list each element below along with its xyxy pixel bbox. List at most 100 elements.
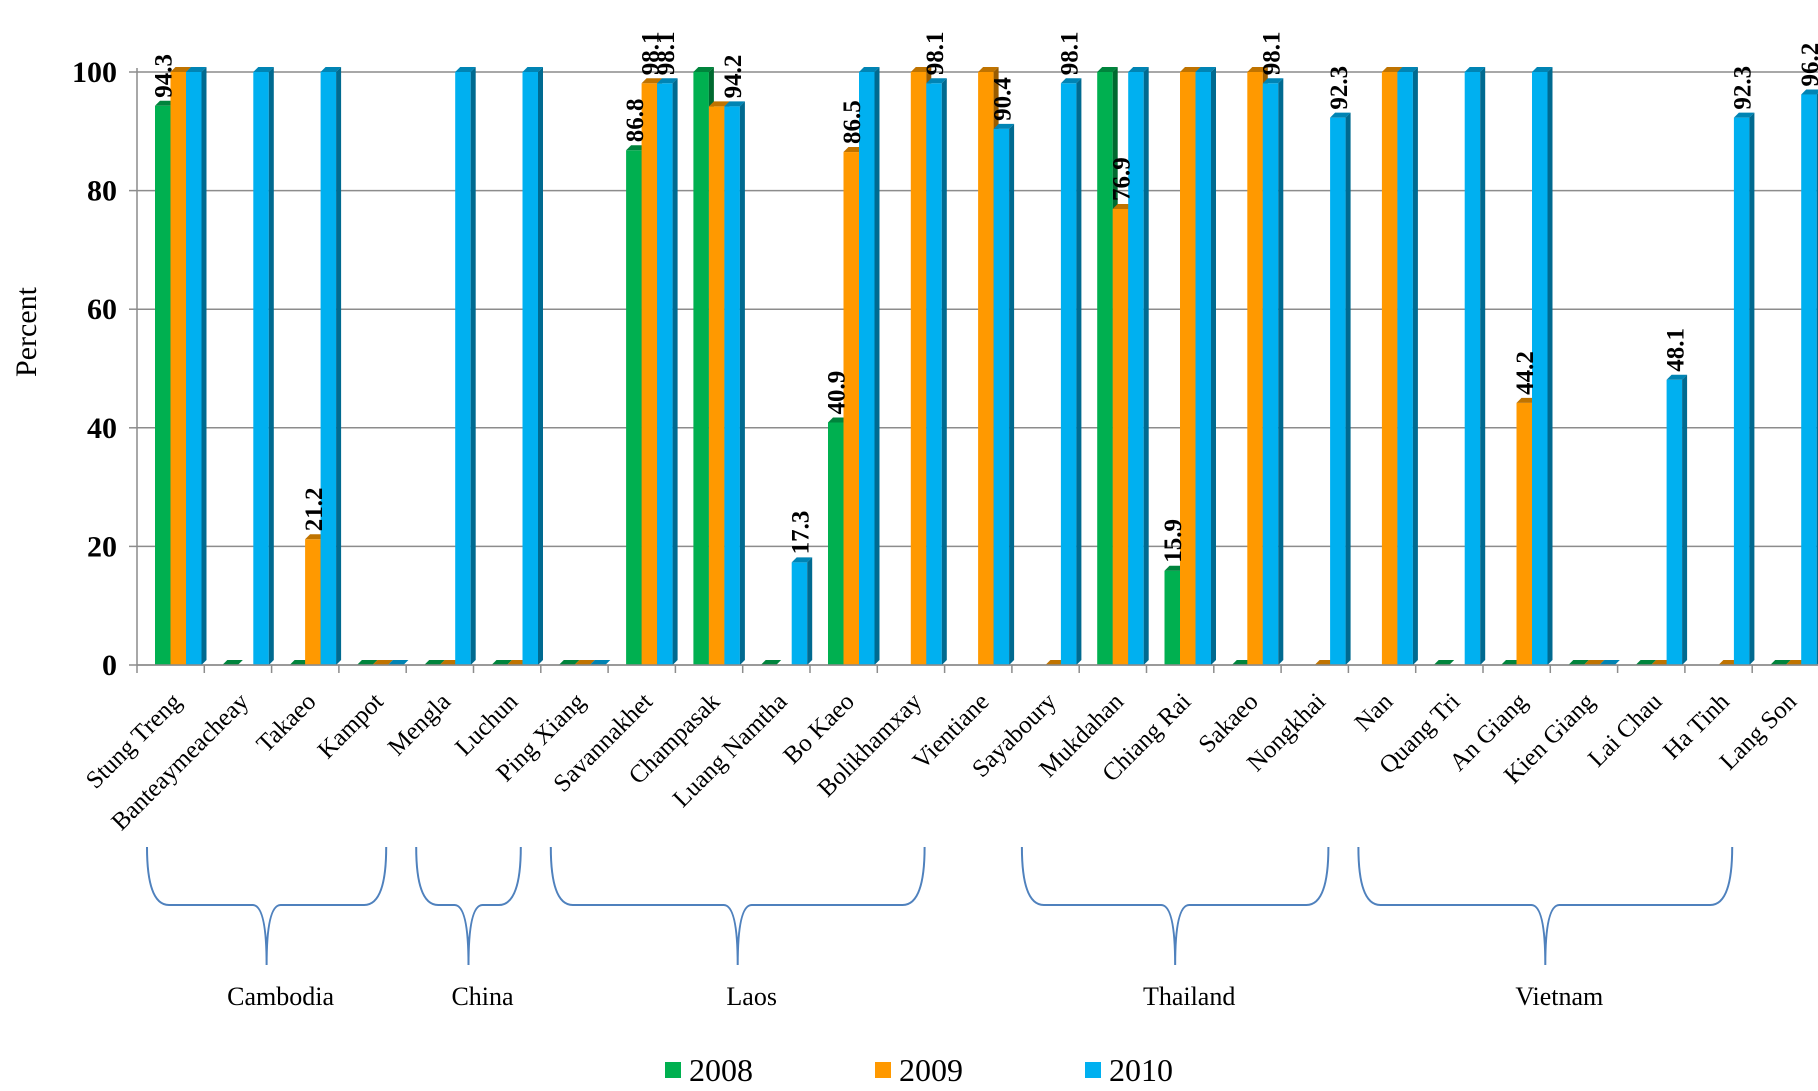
group-label: Laos (726, 982, 777, 1011)
group-brace (1020, 846, 1330, 966)
x-tick-label-18: Nan (1350, 688, 1399, 737)
data-label-2010-17: 92.3 (1326, 66, 1353, 110)
data-label-2009-20: 44.2 (1512, 351, 1539, 395)
bar-2008-16 (1231, 660, 1253, 665)
bar-2010-14 (1128, 67, 1149, 665)
bar-2010-10 (859, 67, 880, 665)
legend-item-2010: 2010 (1085, 1052, 1173, 1088)
bar-2010-5 (522, 67, 543, 665)
bar-2010-13 (1060, 78, 1082, 666)
data-labels: 94.3 86.8 40.9 15.9 21.2 98.1 86.5 76.9 44.2 98.1… (151, 32, 1818, 563)
bar-2009-3 (372, 660, 393, 665)
bar-2008-3 (356, 660, 378, 665)
y-tick-label-0: 0 (102, 649, 117, 682)
legend-label: 2010 (1109, 1052, 1173, 1088)
bar-2010-3 (387, 660, 409, 665)
bar-2010-16 (1262, 78, 1284, 666)
bar-2010-20 (1532, 67, 1553, 665)
data-label-2008-15: 15.9 (1160, 519, 1187, 563)
bar-2010-9 (791, 557, 813, 665)
y-tick-label-80: 80 (87, 175, 117, 208)
data-label-2010-23: 92.3 (1730, 66, 1757, 110)
group-label: Cambodia (227, 982, 334, 1011)
data-label-2009-2: 21.2 (301, 488, 328, 532)
bar-2008-9 (760, 660, 782, 665)
data-label-2010-16: 98.1 (1259, 32, 1286, 76)
data-label-2010-7: 98.1 (653, 32, 680, 76)
bar-2009-23 (1718, 660, 1739, 665)
group-label: Vietnam (1515, 982, 1603, 1011)
bar-2009-24 (1785, 660, 1807, 665)
data-label-2009-14: 76.9 (1108, 157, 1135, 201)
x-tick-label-3: Kampot (313, 688, 389, 764)
data-label-2008-0: 94.3 (151, 54, 178, 98)
bar-2009-4 (439, 660, 461, 665)
y-axis-title: Percent (10, 286, 43, 377)
bar-2009-5 (507, 660, 528, 665)
group-vietnam: Vietnam (1357, 846, 1734, 1011)
bars (155, 67, 1818, 666)
legend-item-2008: 2008 (665, 1052, 753, 1088)
bar-2010-21 (1599, 660, 1620, 665)
bar-2009-13 (1045, 660, 1066, 665)
data-label-2010-9: 17.3 (787, 511, 814, 555)
country-groups: Cambodia China Laos Thailand Vietnam (146, 846, 1734, 1011)
bar-2010-22 (1666, 374, 1688, 665)
bar-2010-19 (1464, 67, 1486, 665)
bar-2010-4 (455, 67, 476, 665)
x-tick-label-4: Mengla (383, 688, 456, 761)
bar-2008-21 (1568, 660, 1589, 665)
data-label-2010-11: 98.1 (922, 32, 949, 76)
bar-2008-2 (289, 660, 311, 665)
group-brace (146, 846, 388, 966)
data-label-2010-12: 90.4 (989, 77, 1016, 121)
bar-2010-7 (657, 78, 678, 666)
data-label-2010-24: 96.2 (1797, 43, 1818, 87)
group-label: China (451, 982, 514, 1011)
bar-2010-8 (724, 101, 745, 666)
bar-2010-23 (1733, 112, 1755, 665)
y-tick-label-20: 20 (87, 530, 117, 563)
bar-2008-6 (558, 660, 580, 665)
bar-2010-6 (589, 660, 611, 665)
legend: 2008 2009 2010 (665, 1052, 1173, 1088)
data-label-2009-7: 98.1 (637, 32, 664, 76)
bar-2010-1 (253, 67, 274, 665)
x-tick-label-2: Takaeo (252, 688, 322, 758)
bar-2010-15 (1195, 67, 1216, 665)
data-label-2010-13: 98.1 (1057, 32, 1084, 76)
data-label-2008-10: 40.9 (824, 371, 851, 415)
legend-swatch (875, 1062, 891, 1078)
bar-2008-5 (491, 660, 512, 665)
legend-swatch (1085, 1062, 1101, 1078)
group-cambodia: Cambodia (146, 846, 388, 1011)
bar-2010-12 (993, 123, 1015, 666)
group-thailand: Thailand (1020, 846, 1330, 1011)
group-laos: Laos (549, 846, 926, 1011)
y-tick-label-40: 40 (87, 412, 117, 445)
legend-item-2009: 2009 (875, 1052, 963, 1088)
x-tick-label-22: Lai Chau (1583, 688, 1668, 773)
bar-2009-17 (1314, 660, 1336, 665)
bar-2010-11 (926, 78, 947, 666)
bar-2009-21 (1583, 660, 1605, 665)
gridlines (137, 71, 1818, 666)
y-tick-label-60: 60 (87, 293, 117, 326)
legend-swatch (665, 1062, 681, 1078)
bar-2009-22 (1651, 660, 1672, 665)
legend-label: 2009 (899, 1052, 963, 1088)
y-tick-label-100: 100 (72, 56, 117, 89)
bar-2010-18 (1397, 67, 1418, 665)
y-axis: 0 20 40 60 80 100 (72, 56, 138, 682)
bar-2010-2 (320, 67, 342, 665)
data-label-2008-7: 86.8 (622, 99, 649, 143)
bar-2008-22 (1635, 660, 1657, 665)
bar-2010-17 (1330, 112, 1351, 665)
bar-2010-24 (1801, 89, 1818, 665)
bar-2008-20 (1501, 660, 1522, 665)
bar-2008-1 (222, 660, 243, 665)
data-label-2009-10: 86.5 (839, 100, 866, 144)
bar-2008-24 (1770, 660, 1791, 665)
